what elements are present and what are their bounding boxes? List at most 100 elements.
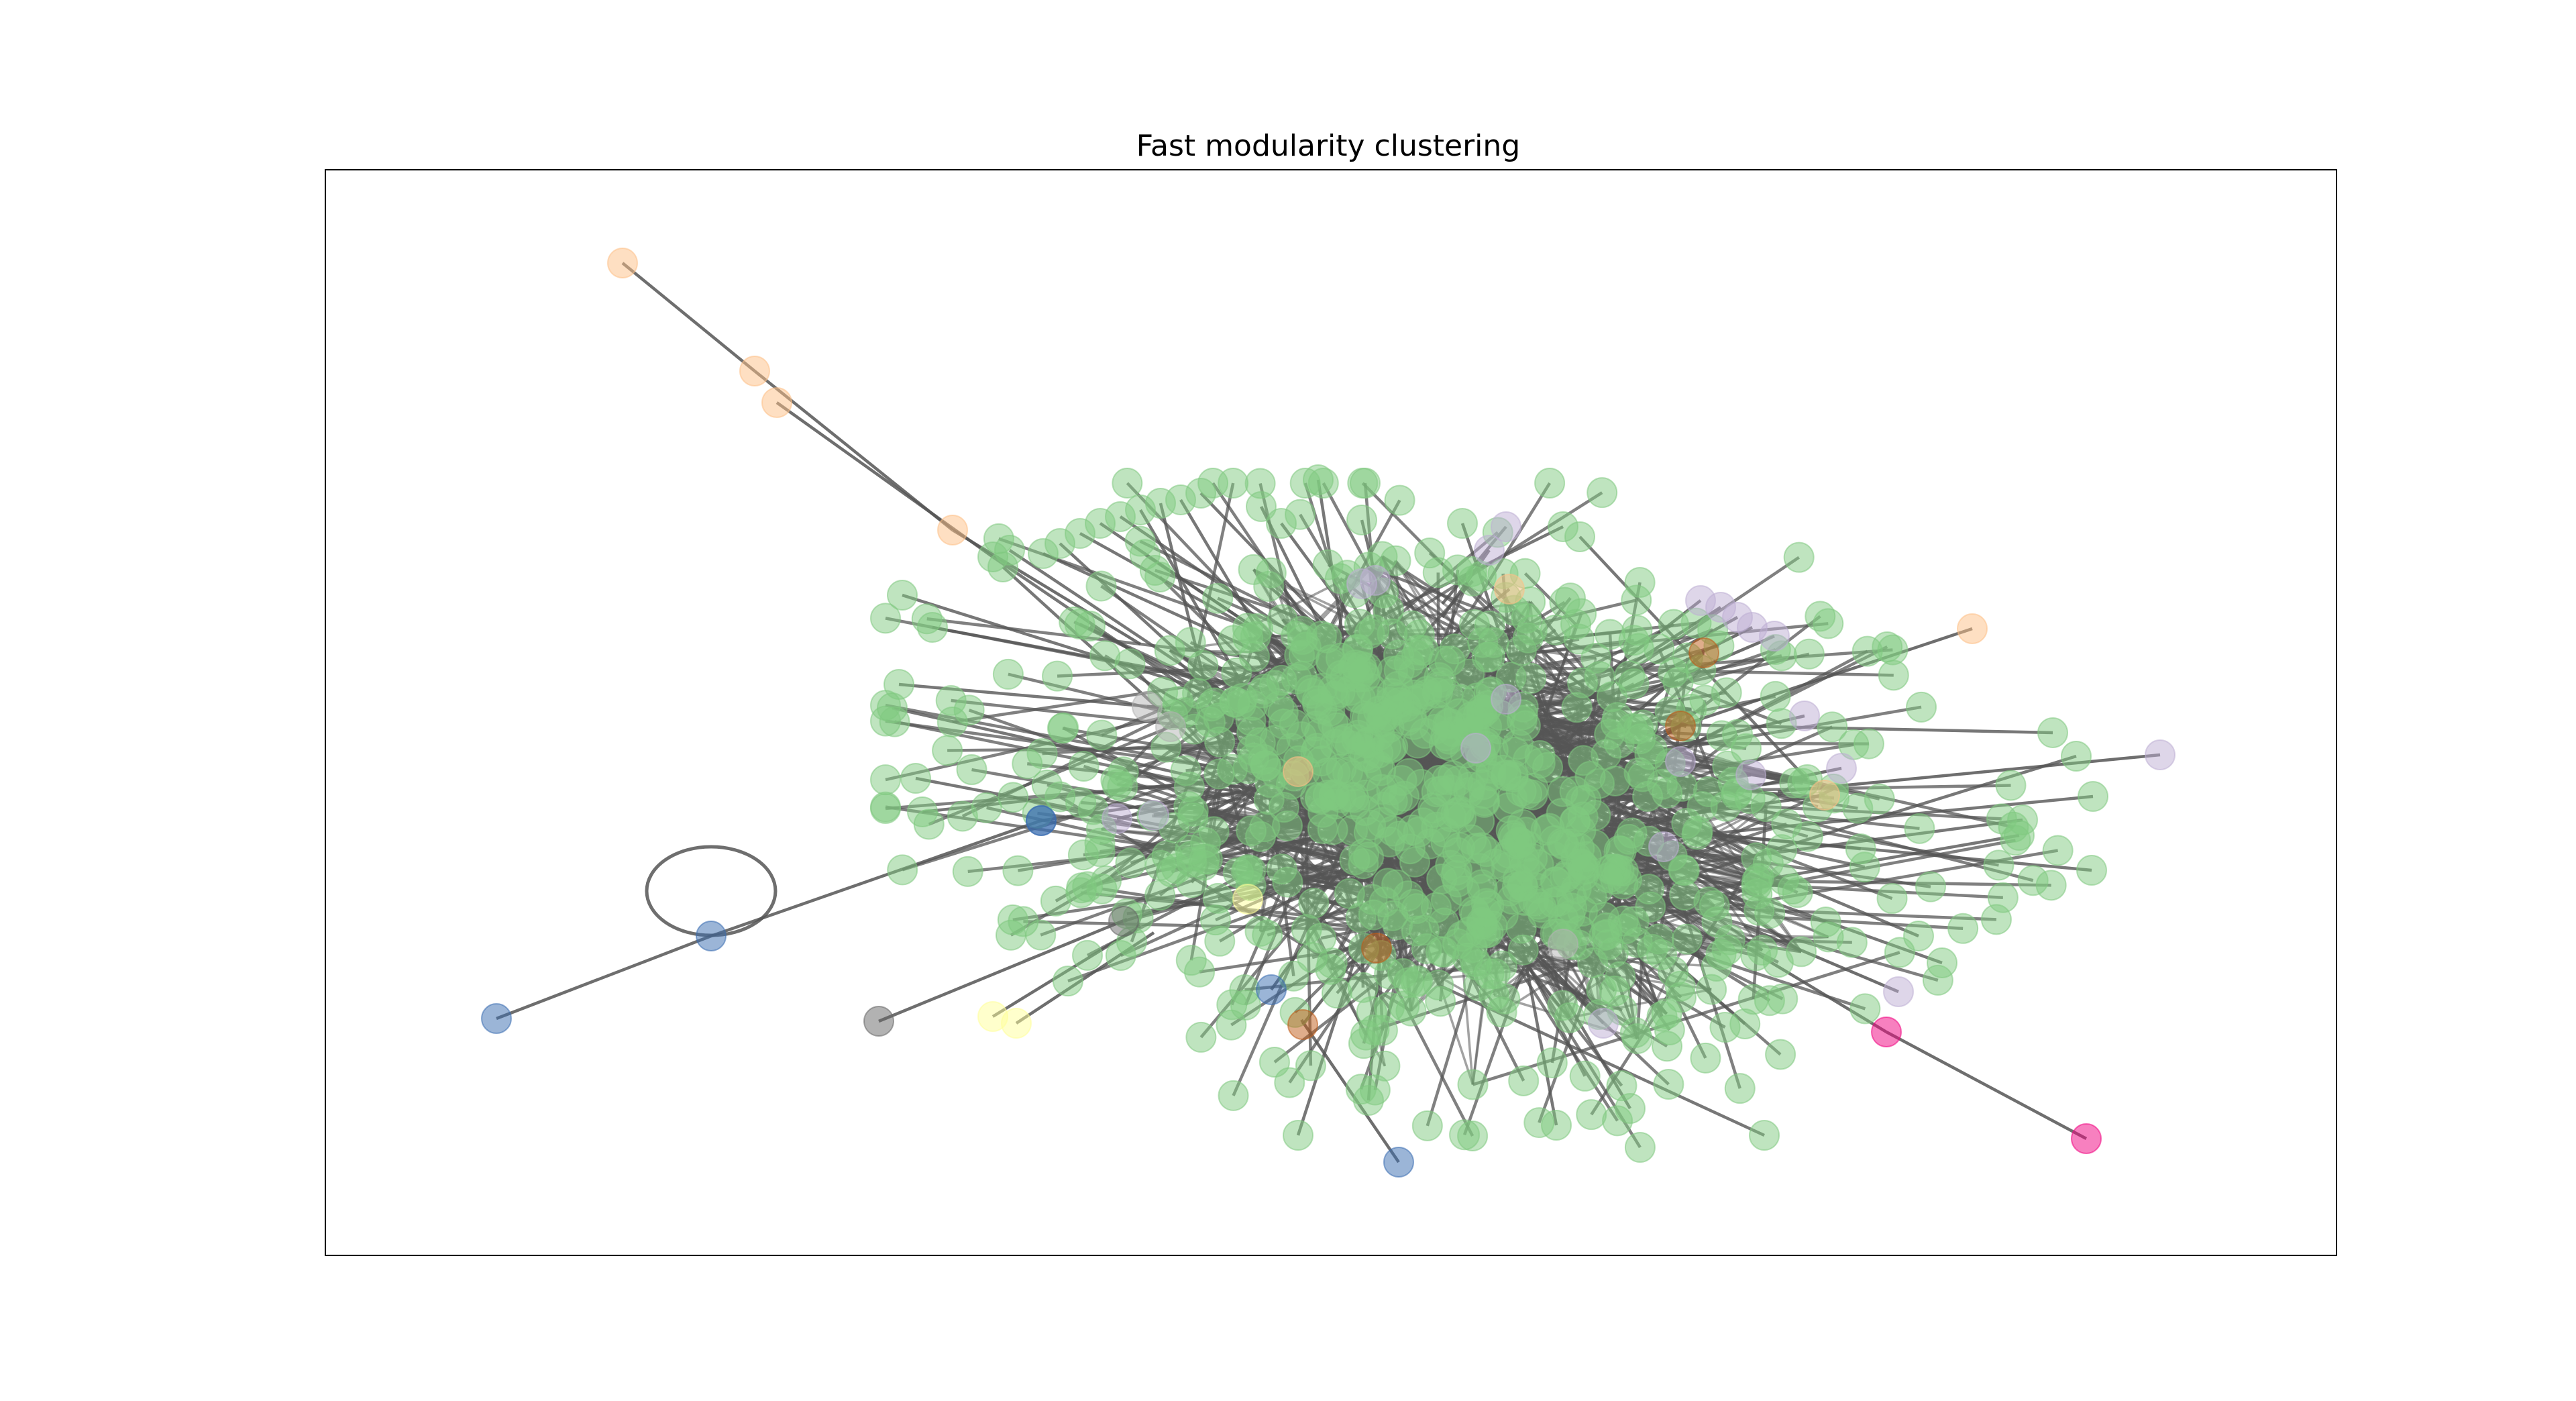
graph-node bbox=[1947, 913, 1979, 944]
graph-node bbox=[1457, 565, 1489, 596]
graph-edge bbox=[1885, 1031, 2088, 1140]
graph-node bbox=[1587, 477, 1618, 509]
graph-node bbox=[1765, 1039, 1796, 1070]
graph-node bbox=[1915, 871, 1946, 902]
graph-node bbox=[1980, 904, 2012, 935]
graph-node bbox=[1995, 770, 2027, 801]
graph-node bbox=[1295, 1050, 1326, 1082]
node-layer bbox=[481, 248, 2176, 1178]
graph-node bbox=[1086, 873, 1118, 904]
graph-node bbox=[947, 800, 978, 832]
graph-node bbox=[1614, 660, 1646, 692]
graph-node bbox=[1508, 1065, 1540, 1096]
graph-node bbox=[1218, 1080, 1249, 1111]
graph-node bbox=[1184, 956, 1216, 988]
graph-node bbox=[1085, 570, 1117, 602]
graph-edge bbox=[878, 917, 1128, 1023]
graph-node bbox=[1414, 537, 1446, 569]
graph-node bbox=[1534, 468, 1566, 499]
graph-node bbox=[1449, 1119, 1481, 1151]
graph-node bbox=[1904, 813, 1935, 844]
graph-node bbox=[1139, 555, 1171, 586]
graph-edge bbox=[621, 262, 756, 372]
graph-node bbox=[1845, 833, 1876, 865]
graph-node bbox=[1348, 1028, 1379, 1059]
graph-node bbox=[1072, 939, 1104, 971]
graph-node bbox=[1983, 849, 2015, 881]
graph-node bbox=[952, 855, 983, 887]
graph-node bbox=[1204, 925, 1236, 957]
graph-node bbox=[1653, 1068, 1684, 1100]
graph-node bbox=[1040, 885, 1071, 917]
graph-node bbox=[1068, 750, 1099, 782]
graph-node bbox=[1112, 468, 1143, 499]
graph-node bbox=[1074, 611, 1106, 642]
graph-node bbox=[1664, 970, 1696, 1002]
graph-node bbox=[1624, 567, 1656, 599]
graph-node bbox=[1872, 631, 1903, 663]
graph-node bbox=[1813, 608, 1844, 639]
graph-node bbox=[1906, 691, 1937, 723]
graph-node bbox=[995, 919, 1026, 951]
graph-node bbox=[1618, 625, 1650, 656]
graph-node bbox=[1515, 663, 1547, 694]
graph-node bbox=[1658, 609, 1689, 640]
graph-node bbox=[1349, 468, 1381, 499]
graph-node bbox=[1230, 989, 1261, 1021]
graph-node bbox=[2042, 835, 2074, 866]
graph-node bbox=[1652, 1031, 1683, 1062]
graph-node bbox=[1274, 1067, 1305, 1098]
graph-node bbox=[1711, 677, 1742, 709]
graph-node bbox=[1042, 660, 1073, 692]
graph-node bbox=[2035, 870, 2067, 901]
graph-edge bbox=[710, 819, 1042, 938]
graph-node bbox=[1411, 1110, 1443, 1141]
graph-node bbox=[1690, 1042, 1721, 1074]
graph-node bbox=[1185, 1021, 1217, 1053]
axes-frame bbox=[325, 169, 2337, 1256]
graph-node bbox=[1760, 680, 1791, 712]
graph-node bbox=[992, 658, 1024, 690]
plot-title: Fast modularity clustering bbox=[1136, 129, 1521, 163]
graph-node bbox=[1086, 719, 1118, 751]
graph-node bbox=[870, 603, 901, 634]
graph-node bbox=[1067, 839, 1099, 871]
graph-node bbox=[1724, 1073, 1756, 1104]
graph-node bbox=[1853, 728, 1884, 760]
graph-node bbox=[1783, 541, 1815, 573]
graph-node bbox=[1278, 960, 1309, 992]
graph-node bbox=[1046, 713, 1078, 744]
graph-node bbox=[1849, 993, 1881, 1025]
graph-node bbox=[932, 735, 963, 766]
graph-node bbox=[1002, 855, 1034, 886]
graph-node bbox=[1876, 883, 1908, 915]
graph-node bbox=[1864, 783, 1895, 815]
graph-edge bbox=[496, 934, 712, 1021]
graph-node bbox=[1722, 719, 1754, 750]
graph-node bbox=[1031, 769, 1063, 800]
graph-node bbox=[887, 854, 918, 886]
graph-node bbox=[1754, 985, 1785, 1017]
graph-edge bbox=[1663, 627, 1973, 733]
graph-node bbox=[1144, 880, 1176, 911]
graph-node bbox=[1052, 966, 1083, 997]
graph-node bbox=[1576, 1099, 1607, 1131]
graph-node bbox=[1202, 582, 1234, 614]
graph-node bbox=[1089, 640, 1121, 672]
graph-node bbox=[1709, 1012, 1741, 1043]
graph-node bbox=[953, 694, 985, 726]
graph-node bbox=[1569, 1060, 1601, 1092]
graph-node bbox=[870, 792, 901, 824]
graph-node bbox=[1624, 1132, 1656, 1163]
graph-node bbox=[1026, 738, 1058, 770]
graph-node bbox=[1347, 972, 1379, 1003]
graph-node bbox=[1817, 711, 1848, 743]
graph-node bbox=[998, 782, 1029, 813]
graph-node bbox=[1536, 1047, 1568, 1078]
graph-node bbox=[956, 754, 987, 786]
graph-node bbox=[1580, 643, 1612, 674]
graph-node bbox=[1771, 808, 1803, 839]
graph-node bbox=[1384, 484, 1415, 516]
